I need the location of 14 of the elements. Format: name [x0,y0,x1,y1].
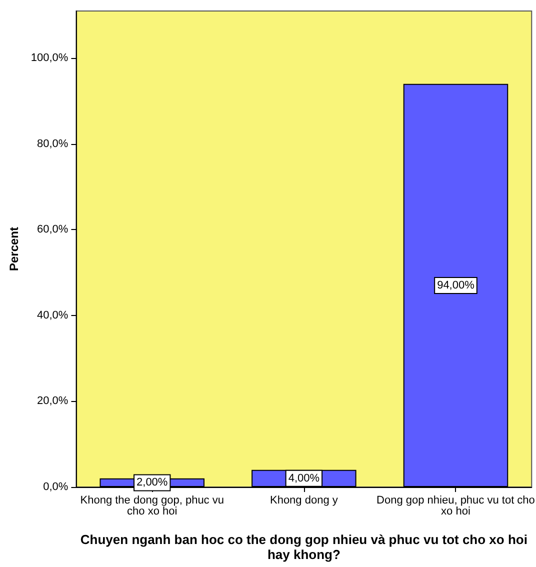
y-tick-label: 100,0% [30,52,68,64]
y-tick-label: 20,0% [37,395,68,408]
x-tick-label: Khong the dong gop, phuc vu cho xo hoi [80,494,224,518]
y-tick-label: 60,0% [37,224,68,236]
x-axis-title: Chuyen nganh ban hoc co the dong gop nhieu và phuc vu tot cho xo hoi hay khong? [80,532,528,562]
data-label: 2,00% [136,476,168,489]
data-label: 4,00% [288,472,320,484]
y-axis-title: Percent [7,226,21,272]
x-tick-label: Dong gop nhieu, phuc vu tot cho xo hoi [376,494,535,518]
y-tick-label: 80,0% [37,138,68,150]
y-tick-label: 40,0% [37,309,68,322]
x-tick-label: Khong dong y [270,494,338,506]
data-label: 94,00% [437,279,475,292]
y-tick-label: 0,0% [43,481,68,493]
